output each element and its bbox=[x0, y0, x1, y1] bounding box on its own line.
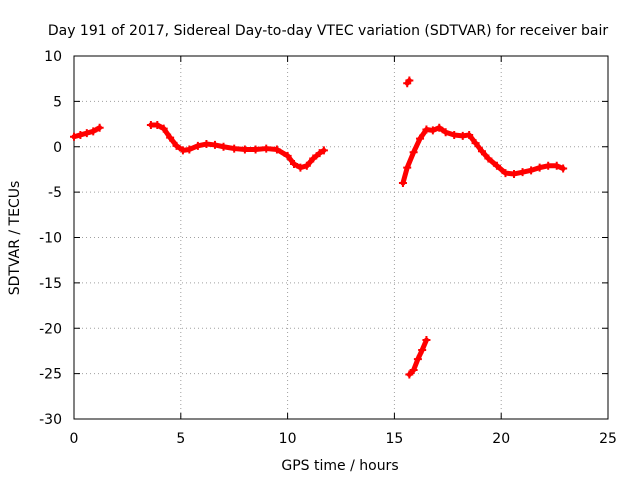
grid-layer bbox=[74, 56, 608, 419]
data-point bbox=[159, 124, 168, 133]
data-line bbox=[400, 125, 566, 186]
data-point bbox=[441, 128, 450, 137]
y-tick-label: 0 bbox=[53, 140, 62, 156]
x-tick-label: 25 bbox=[599, 431, 617, 447]
chart-title: Day 191 of 2017, Sidereal Day-to-day VTE… bbox=[48, 23, 609, 39]
data-point bbox=[202, 140, 211, 149]
data-point bbox=[435, 123, 444, 132]
data-point bbox=[398, 179, 407, 188]
data-point bbox=[302, 161, 311, 170]
data-point bbox=[559, 164, 568, 173]
y-tick-label: -10 bbox=[39, 231, 62, 247]
y-tick-label: -20 bbox=[39, 321, 62, 337]
data-point bbox=[405, 76, 414, 85]
data-point bbox=[262, 144, 271, 153]
data-point bbox=[70, 132, 78, 141]
data-point bbox=[544, 161, 553, 170]
data-point bbox=[450, 130, 459, 139]
data-point bbox=[185, 145, 194, 154]
series-segment-4 bbox=[398, 123, 568, 188]
x-tick-label: 20 bbox=[492, 431, 510, 447]
y-axis-label: SDTVAR / TECUs bbox=[7, 181, 23, 296]
data-point bbox=[518, 168, 527, 177]
data-point bbox=[422, 336, 431, 345]
data-point bbox=[166, 133, 175, 142]
data-point bbox=[418, 346, 427, 355]
y-tick-label: -30 bbox=[39, 412, 62, 428]
data-point bbox=[501, 169, 510, 178]
y-tick-label: -15 bbox=[39, 276, 62, 292]
series-segment-5 bbox=[405, 336, 431, 379]
data-point bbox=[219, 142, 228, 151]
x-tick-label: 5 bbox=[176, 431, 185, 447]
data-point bbox=[193, 141, 202, 150]
data-point bbox=[403, 163, 412, 172]
data-point bbox=[471, 139, 480, 148]
data-point bbox=[552, 161, 561, 170]
x-axis-label: GPS time / hours bbox=[281, 458, 398, 474]
data-point bbox=[76, 130, 85, 139]
x-tick-label: 15 bbox=[385, 431, 403, 447]
data-point bbox=[251, 145, 260, 154]
y-tick-label: -25 bbox=[39, 367, 62, 383]
data-point bbox=[272, 145, 281, 154]
data-point bbox=[296, 163, 305, 172]
data-point bbox=[89, 127, 98, 136]
data-point bbox=[95, 123, 104, 132]
series-layer bbox=[70, 76, 568, 379]
data-point bbox=[230, 144, 239, 153]
x-tick-label: 10 bbox=[279, 431, 297, 447]
data-point bbox=[416, 134, 425, 143]
data-point bbox=[405, 370, 414, 379]
series-segment-3 bbox=[403, 76, 414, 88]
data-point bbox=[477, 147, 486, 156]
series-segment-1 bbox=[70, 123, 104, 141]
y-tick-label: 10 bbox=[44, 49, 62, 65]
data-point bbox=[319, 146, 328, 155]
data-point bbox=[290, 159, 299, 168]
data-point bbox=[413, 355, 422, 364]
ticks-layer: 0 5 10 15 20 25 -30 -25 -20 -15 -10 -5 0 5 10 bbox=[39, 49, 617, 447]
data-point bbox=[315, 149, 324, 158]
data-point bbox=[82, 129, 91, 138]
data-point bbox=[309, 154, 318, 163]
data-point bbox=[409, 365, 418, 374]
data-point bbox=[240, 145, 249, 154]
y-tick-label: -5 bbox=[48, 185, 62, 201]
data-point bbox=[153, 120, 162, 129]
data-point bbox=[428, 126, 437, 135]
data-point bbox=[283, 151, 292, 160]
x-tick-label: 0 bbox=[70, 431, 79, 447]
data-point bbox=[465, 130, 474, 139]
data-point bbox=[527, 166, 536, 175]
series-segment-2 bbox=[146, 120, 328, 172]
data-point bbox=[172, 141, 181, 150]
data-point bbox=[535, 163, 544, 172]
data-point bbox=[210, 140, 219, 149]
data-point bbox=[492, 161, 501, 170]
data-point bbox=[484, 154, 493, 163]
data-point bbox=[409, 148, 418, 157]
data-point bbox=[510, 169, 519, 178]
y-tick-label: 5 bbox=[53, 94, 62, 110]
